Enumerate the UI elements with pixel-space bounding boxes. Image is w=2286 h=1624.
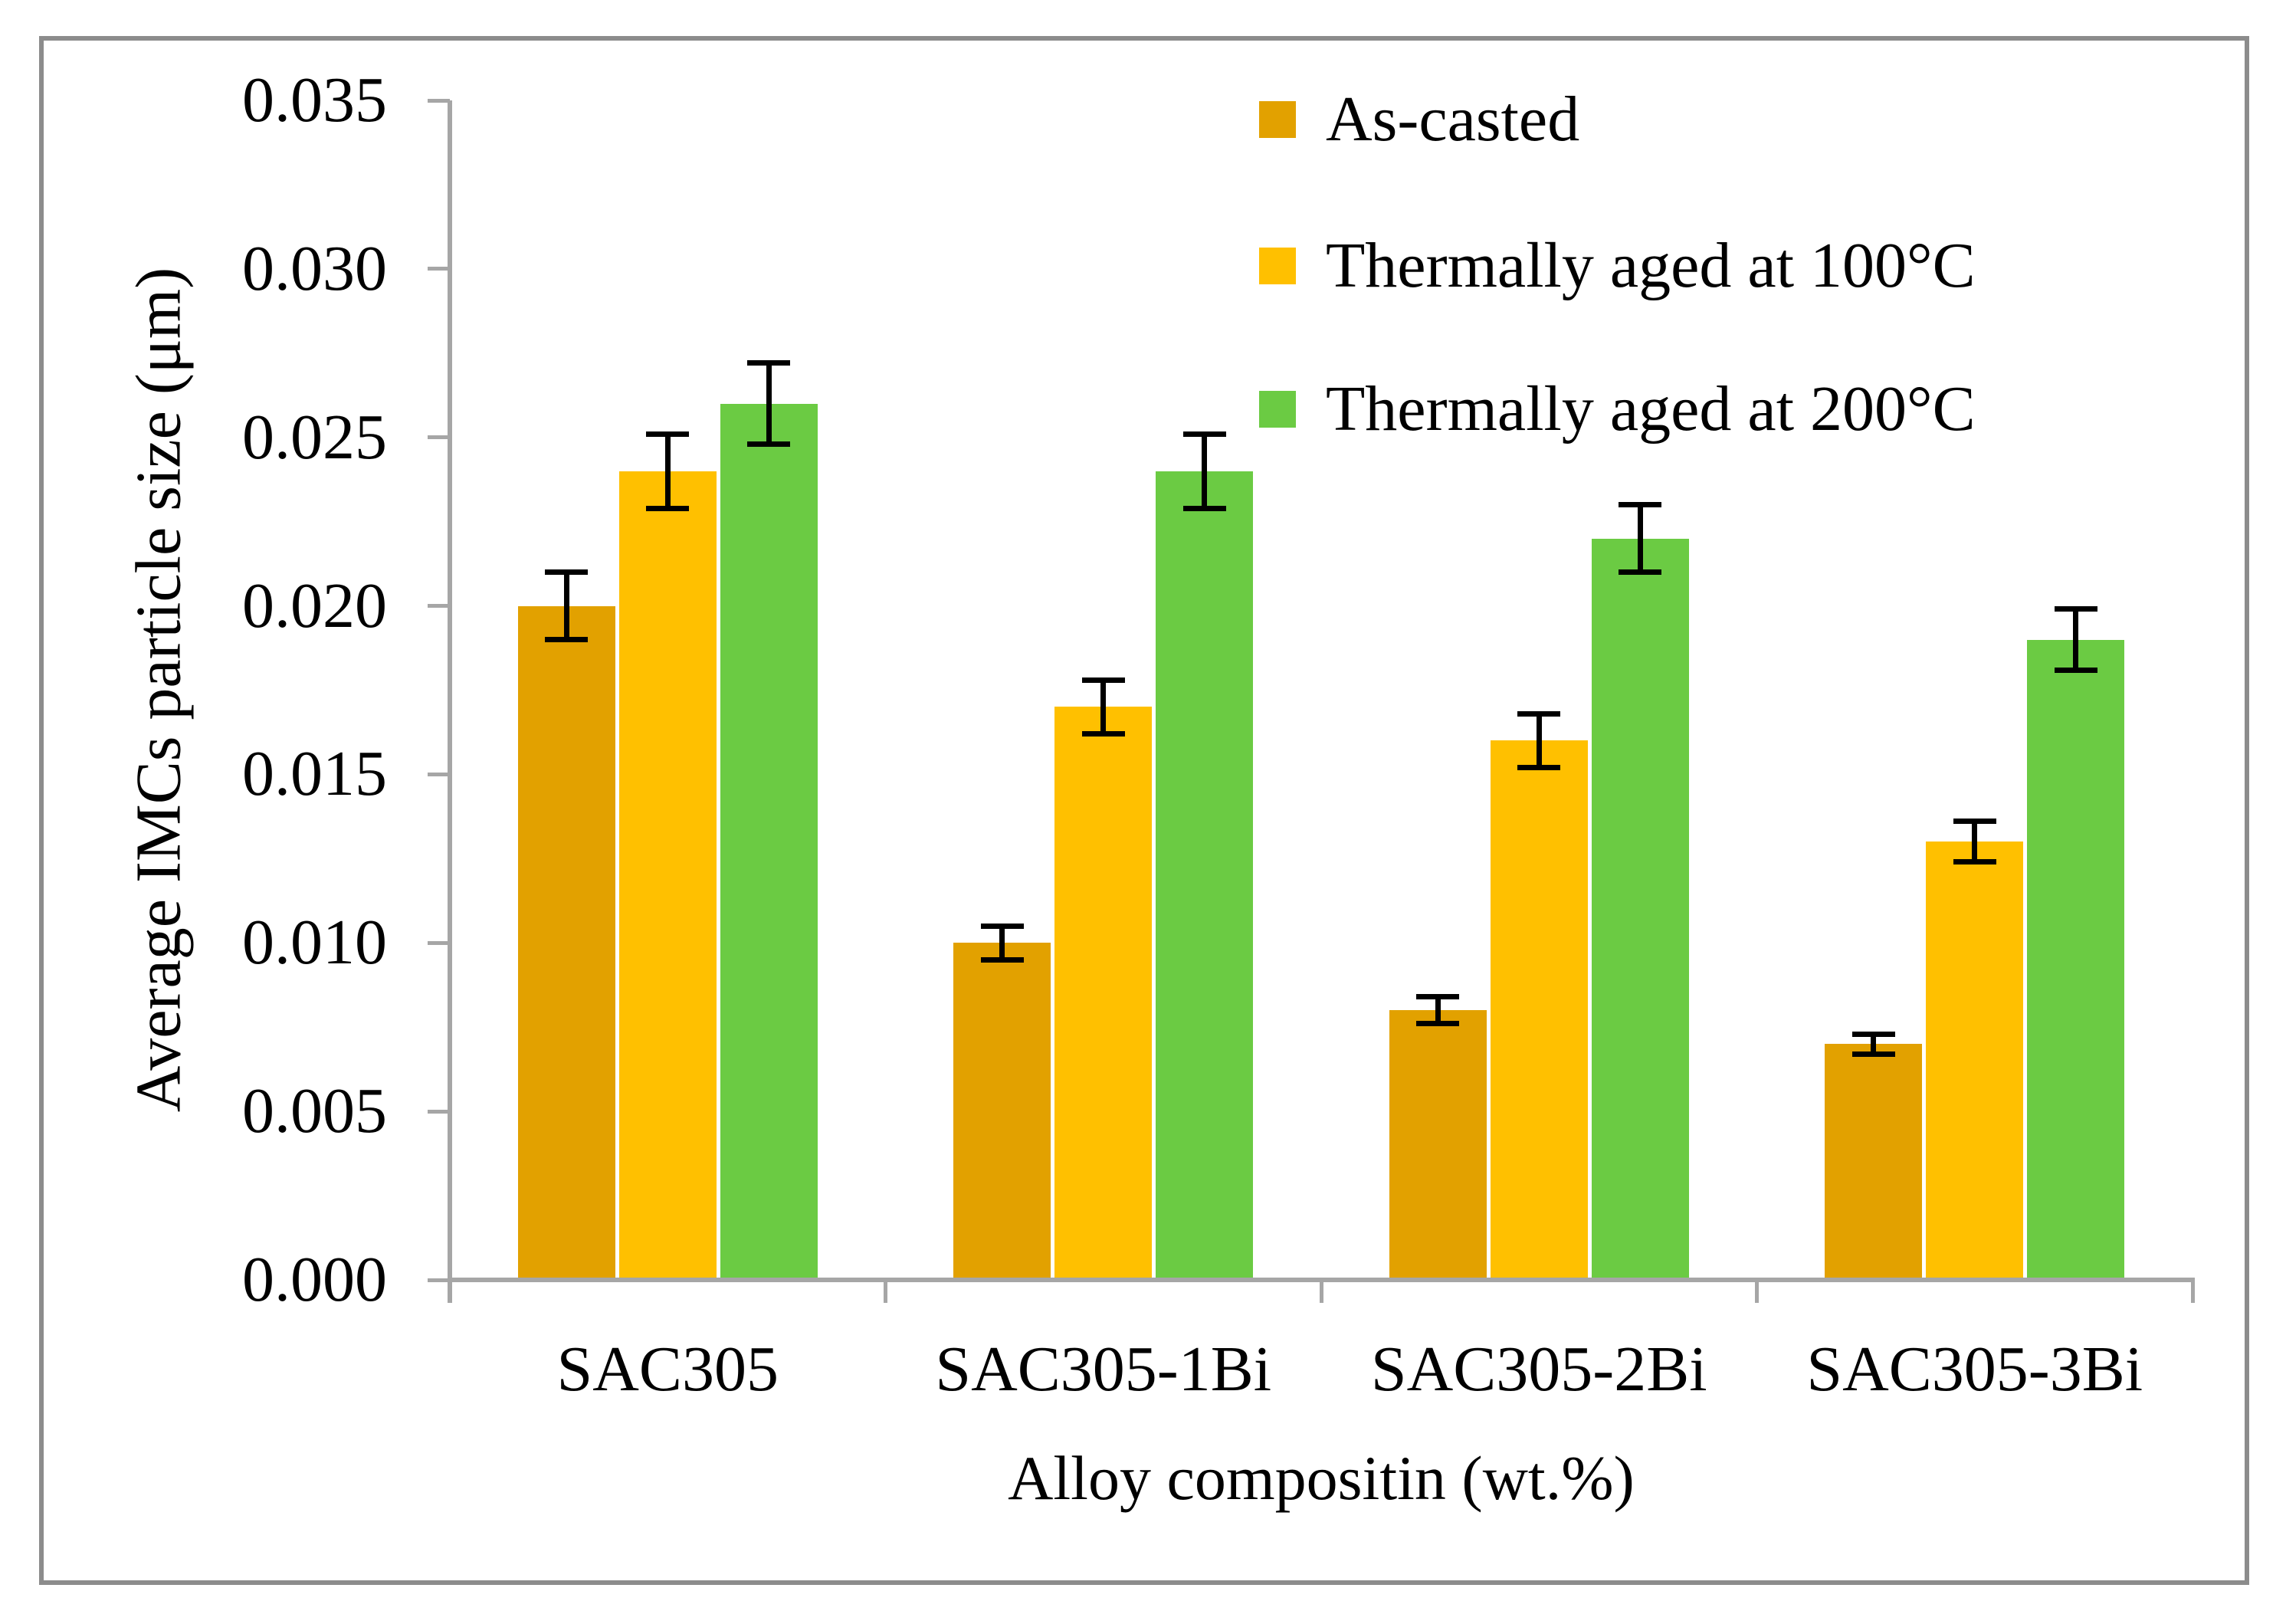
x-tick bbox=[448, 1280, 452, 1303]
error-bar-cap-bottom bbox=[1081, 731, 1125, 737]
legend-swatch bbox=[1259, 391, 1296, 428]
y-tick bbox=[428, 604, 450, 609]
error-bar-line bbox=[563, 572, 569, 640]
y-tick bbox=[428, 267, 450, 271]
legend-label: Thermally aged at 200°C bbox=[1326, 373, 1976, 445]
bar-sac305-3bi-s0 bbox=[1825, 1044, 1923, 1280]
error-bar-cap-top bbox=[2054, 606, 2097, 612]
error-bar-line bbox=[664, 434, 671, 509]
error-bar-cap-bottom bbox=[1416, 1021, 1460, 1027]
error-bar-line bbox=[1202, 434, 1208, 509]
bar-sac305-2bi-s1 bbox=[1490, 740, 1588, 1280]
error-bar-cap-bottom bbox=[747, 441, 791, 447]
error-bar-cap-bottom bbox=[1953, 859, 1996, 865]
error-bar-cap-bottom bbox=[980, 956, 1024, 963]
y-tick-label: 0.000 bbox=[242, 1244, 387, 1315]
error-bar-line bbox=[1435, 996, 1441, 1024]
bar-sac305-s1 bbox=[618, 471, 717, 1280]
error-bar-line bbox=[766, 363, 772, 445]
error-bar-cap-top bbox=[545, 569, 589, 576]
bar-sac305-2bi-s0 bbox=[1389, 1010, 1487, 1280]
error-bar-line bbox=[1637, 504, 1643, 573]
error-bar-cap-bottom bbox=[2054, 667, 2097, 673]
y-tick-label: 0.005 bbox=[242, 1075, 387, 1147]
x-tick bbox=[2190, 1280, 2195, 1303]
bar-sac305-s0 bbox=[517, 605, 615, 1280]
bar-sac305-3bi-s1 bbox=[1926, 842, 2024, 1280]
y-tick-label: 0.025 bbox=[242, 401, 387, 473]
y-tick bbox=[428, 435, 450, 440]
category-label-sac305: SAC305 bbox=[556, 1334, 779, 1405]
error-bar-cap-bottom bbox=[1619, 569, 1662, 576]
bar-sac305-2bi-s2 bbox=[1591, 538, 1689, 1280]
error-bar-cap-top bbox=[1081, 677, 1125, 683]
error-bar-line bbox=[1972, 821, 1978, 862]
error-bar-cap-bottom bbox=[1182, 505, 1226, 511]
error-bar-cap-top bbox=[646, 431, 690, 437]
legend-label: Thermally aged at 100°C bbox=[1326, 230, 1976, 301]
bar-sac305-1bi-s0 bbox=[953, 943, 1051, 1280]
error-bar-cap-top bbox=[1517, 710, 1561, 717]
error-bar-cap-bottom bbox=[646, 505, 690, 511]
error-bar-cap-top bbox=[747, 360, 791, 366]
error-bar-cap-bottom bbox=[1851, 1051, 1895, 1057]
error-bar-line bbox=[2073, 609, 2079, 671]
y-tick-label: 0.035 bbox=[242, 64, 387, 136]
error-bar-line bbox=[999, 926, 1005, 960]
bar-sac305-s2 bbox=[720, 403, 818, 1280]
y-tick-label: 0.020 bbox=[242, 569, 387, 641]
chart-border bbox=[39, 36, 2249, 1585]
error-bar-line bbox=[1536, 714, 1542, 768]
bar-sac305-1bi-s1 bbox=[1054, 707, 1153, 1280]
y-tick bbox=[428, 98, 450, 103]
legend-label: As-casted bbox=[1326, 84, 1580, 155]
legend-swatch bbox=[1259, 248, 1296, 284]
error-bar-cap-top bbox=[1416, 994, 1460, 1000]
x-tick bbox=[1755, 1280, 1759, 1303]
y-tick-label: 0.010 bbox=[242, 907, 387, 979]
x-tick bbox=[1319, 1280, 1323, 1303]
error-bar-cap-top bbox=[980, 923, 1024, 929]
y-tick bbox=[428, 1278, 450, 1282]
error-bar-cap-top bbox=[1851, 1031, 1895, 1037]
category-label-sac305-2bi: SAC305-2Bi bbox=[1370, 1334, 1707, 1405]
y-tick-label: 0.015 bbox=[242, 738, 387, 810]
y-tick bbox=[428, 940, 450, 945]
x-tick bbox=[884, 1280, 887, 1303]
error-bar-line bbox=[1871, 1034, 1877, 1055]
bar-sac305-3bi-s2 bbox=[2027, 639, 2125, 1280]
y-tick bbox=[428, 1109, 450, 1114]
error-bar-cap-top bbox=[1182, 431, 1226, 437]
category-label-sac305-1bi: SAC305-1Bi bbox=[935, 1334, 1272, 1405]
y-tick bbox=[428, 772, 450, 776]
bar-sac305-1bi-s2 bbox=[1156, 471, 1254, 1280]
error-bar-cap-bottom bbox=[1517, 765, 1561, 771]
y-tick-label: 0.030 bbox=[242, 232, 387, 304]
error-bar-cap-bottom bbox=[545, 637, 589, 643]
error-bar-cap-top bbox=[1953, 819, 1996, 825]
y-axis-line bbox=[448, 100, 452, 1303]
x-axis-title: Alloy compositin (wt.%) bbox=[1008, 1443, 1635, 1513]
error-bar-cap-top bbox=[1619, 502, 1662, 508]
legend-swatch bbox=[1259, 101, 1296, 138]
category-label-sac305-3bi: SAC305-3Bi bbox=[1806, 1334, 2143, 1405]
error-bar-line bbox=[1100, 680, 1107, 734]
